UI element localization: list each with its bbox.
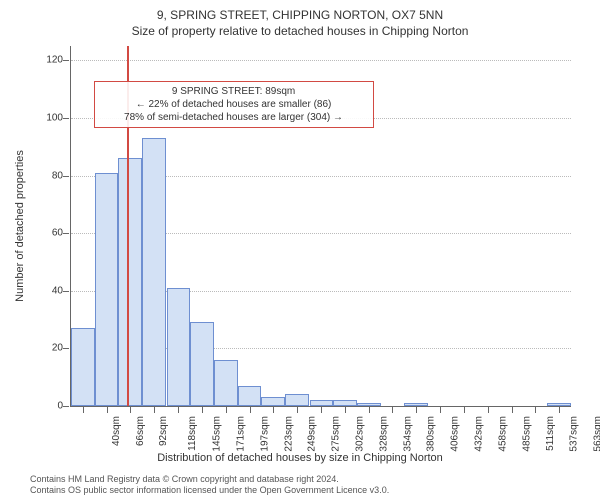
x-tick-label: 249sqm bbox=[307, 416, 318, 452]
x-tick bbox=[488, 407, 489, 413]
histogram-bar bbox=[118, 158, 142, 406]
x-tick-label: 458sqm bbox=[497, 416, 508, 452]
annotation-line-1: 9 SPRING STREET: 89sqm bbox=[101, 85, 367, 98]
histogram-bar bbox=[71, 328, 95, 406]
histogram-bar bbox=[190, 322, 214, 406]
x-tick-label: 275sqm bbox=[330, 416, 341, 452]
x-tick bbox=[559, 407, 560, 413]
plot-area: 02040608010012040sqm66sqm92sqm118sqm145s… bbox=[70, 46, 571, 407]
y-tick-label: 40 bbox=[23, 285, 63, 296]
histogram-bar bbox=[238, 386, 262, 406]
x-tick bbox=[83, 407, 84, 413]
x-tick bbox=[392, 407, 393, 413]
y-tick-label: 0 bbox=[23, 401, 63, 412]
x-tick-label: 563sqm bbox=[593, 416, 600, 452]
histogram-bar bbox=[357, 403, 381, 406]
y-tick bbox=[63, 348, 69, 349]
x-tick bbox=[416, 407, 417, 413]
x-tick bbox=[321, 407, 322, 413]
x-tick-label: 145sqm bbox=[212, 416, 223, 452]
x-tick-label: 223sqm bbox=[283, 416, 294, 452]
x-tick bbox=[226, 407, 227, 413]
y-tick-label: 100 bbox=[23, 113, 63, 124]
y-tick-label: 80 bbox=[23, 170, 63, 181]
x-tick bbox=[273, 407, 274, 413]
y-tick-label: 120 bbox=[23, 55, 63, 66]
x-tick-label: 40sqm bbox=[111, 416, 122, 446]
x-tick-label: 328sqm bbox=[379, 416, 390, 452]
x-tick bbox=[345, 407, 346, 413]
x-tick bbox=[154, 407, 155, 413]
gridline bbox=[71, 60, 571, 61]
histogram-bar bbox=[404, 403, 428, 406]
x-tick bbox=[369, 407, 370, 413]
x-tick bbox=[512, 407, 513, 413]
y-tick bbox=[63, 176, 69, 177]
x-tick-label: 118sqm bbox=[187, 416, 198, 451]
histogram-bar bbox=[310, 400, 334, 406]
annotation-box: 9 SPRING STREET: 89sqm← 22% of detached … bbox=[94, 81, 374, 128]
y-tick bbox=[63, 406, 69, 407]
x-tick bbox=[250, 407, 251, 413]
histogram-bar bbox=[333, 400, 357, 406]
footer-line1: Contains HM Land Registry data © Crown c… bbox=[30, 474, 389, 485]
x-tick bbox=[130, 407, 131, 413]
x-tick-label: 432sqm bbox=[473, 416, 484, 452]
histogram-bar bbox=[167, 288, 191, 406]
x-tick bbox=[464, 407, 465, 413]
x-tick-label: 406sqm bbox=[450, 416, 461, 452]
x-tick bbox=[440, 407, 441, 413]
x-tick bbox=[107, 407, 108, 413]
histogram-bar bbox=[142, 138, 166, 406]
y-tick bbox=[63, 60, 69, 61]
annotation-line-2: ← 22% of detached houses are smaller (86… bbox=[101, 98, 367, 111]
x-tick-label: 171sqm bbox=[236, 416, 247, 452]
annotation-line-3: 78% of semi-detached houses are larger (… bbox=[101, 111, 367, 124]
x-tick-label: 511sqm bbox=[545, 416, 556, 451]
histogram-bar bbox=[547, 403, 571, 406]
footer-line2: Contains OS public sector information li… bbox=[30, 485, 389, 496]
x-tick-label: 485sqm bbox=[522, 416, 533, 452]
x-axis-label: Distribution of detached houses by size … bbox=[0, 452, 600, 464]
y-tick-label: 20 bbox=[23, 343, 63, 354]
y-tick bbox=[63, 291, 69, 292]
chart-title-line1: 9, SPRING STREET, CHIPPING NORTON, OX7 5… bbox=[0, 8, 600, 22]
y-tick bbox=[63, 233, 69, 234]
x-tick-label: 66sqm bbox=[135, 416, 146, 446]
x-tick bbox=[297, 407, 298, 413]
x-tick-label: 197sqm bbox=[259, 416, 270, 452]
chart-container: { "chart": { "type": "histogram", "title… bbox=[0, 0, 600, 500]
x-tick bbox=[535, 407, 536, 413]
histogram-bar bbox=[95, 173, 119, 406]
histogram-bar bbox=[214, 360, 238, 406]
histogram-bar bbox=[285, 394, 309, 406]
x-tick-label: 354sqm bbox=[402, 416, 413, 452]
x-tick-label: 92sqm bbox=[158, 416, 169, 446]
x-tick-label: 537sqm bbox=[569, 416, 580, 452]
x-tick-label: 302sqm bbox=[355, 416, 366, 452]
x-tick-label: 380sqm bbox=[426, 416, 437, 452]
x-tick bbox=[178, 407, 179, 413]
x-tick bbox=[202, 407, 203, 413]
chart-subtitle: Size of property relative to detached ho… bbox=[0, 24, 600, 38]
y-tick bbox=[63, 118, 69, 119]
histogram-bar bbox=[261, 397, 285, 406]
footer-attribution: Contains HM Land Registry data © Crown c… bbox=[30, 474, 389, 496]
y-tick-label: 60 bbox=[23, 228, 63, 239]
